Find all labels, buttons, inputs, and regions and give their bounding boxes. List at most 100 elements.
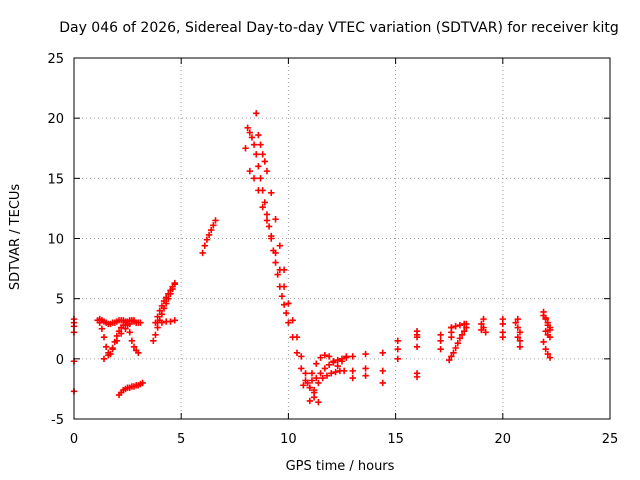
series-rise-4h (150, 279, 178, 344)
data-point (325, 353, 333, 360)
data-point (306, 397, 314, 405)
data-point (379, 349, 386, 357)
data-point (546, 326, 554, 334)
data-point (480, 315, 487, 323)
series-arc-2h-low (115, 379, 146, 399)
series-peak-8h-c (253, 110, 288, 273)
y-tick-label: 10 (47, 233, 64, 248)
y-tick-label: 20 (47, 112, 64, 127)
data-point (343, 354, 350, 361)
data-point (456, 335, 464, 342)
y-tick-label: 25 (47, 52, 64, 67)
data-point (171, 281, 178, 288)
x-tick-label: 5 (177, 432, 185, 447)
data-point (349, 353, 356, 360)
data-point (261, 199, 269, 206)
data-point (328, 370, 335, 377)
data-point (325, 361, 333, 369)
data-point (250, 141, 258, 148)
data-point (298, 365, 305, 372)
data-point (437, 337, 444, 344)
data-point (139, 379, 146, 387)
data-point (317, 354, 324, 361)
data-point (319, 374, 326, 382)
data-point (499, 333, 506, 341)
data-point (208, 226, 215, 234)
x-tick-label: 15 (387, 432, 404, 447)
data-point (321, 365, 329, 372)
data-point (310, 394, 318, 401)
data-point (362, 372, 369, 379)
series-seg-19h (478, 315, 489, 336)
data-point (394, 346, 401, 353)
data-point (167, 287, 174, 294)
data-point (272, 216, 279, 223)
series-peak-8h (244, 124, 318, 396)
data-point (313, 374, 320, 382)
data-point (542, 346, 549, 353)
data-point (126, 320, 133, 328)
y-axis-label: SDTVAR / TECUs (8, 184, 23, 291)
data-point (152, 331, 159, 338)
series-rise-4h-b (152, 281, 178, 326)
data-point (362, 365, 369, 372)
data-point (203, 236, 211, 243)
x-tick-label: 0 (70, 432, 78, 447)
data-point (317, 370, 324, 377)
data-point (544, 350, 552, 358)
data-point (100, 333, 108, 341)
data-point (450, 349, 457, 357)
data-point (514, 315, 522, 323)
data-point (437, 331, 444, 338)
data-point (454, 339, 461, 347)
data-point (313, 360, 320, 367)
data-point (274, 271, 281, 278)
data-point (300, 382, 307, 389)
y-tick-label: 0 (56, 353, 64, 368)
data-point (130, 343, 138, 350)
data-point (250, 175, 258, 182)
data-point (122, 325, 129, 332)
series-arc-1h-c (100, 317, 138, 363)
x-axis: 0 5 10 15 20 25 (70, 58, 618, 447)
data-point (257, 175, 264, 182)
data-point (259, 204, 266, 211)
data-point (461, 327, 468, 335)
data-point (349, 374, 356, 382)
series-seg-17h-b (446, 324, 470, 364)
data-point (304, 379, 311, 387)
data-point (156, 307, 163, 314)
data-point (135, 349, 142, 357)
data-point (130, 317, 138, 324)
series-rise-6h (199, 217, 219, 257)
y-tick-label: 15 (47, 172, 64, 187)
data-point (199, 249, 206, 257)
series-trough-11h (306, 367, 348, 405)
data-point (308, 377, 316, 384)
series-seg-13h (349, 337, 401, 387)
data-points (70, 110, 554, 406)
data-point (293, 349, 301, 357)
y-axis: -5 0 5 10 15 20 25 (47, 52, 610, 428)
data-point (394, 337, 401, 344)
data-point (289, 317, 296, 324)
data-point (154, 313, 161, 320)
data-point (540, 338, 547, 346)
data-point (248, 134, 256, 141)
data-point (516, 343, 524, 350)
data-point (280, 301, 288, 308)
chart-title: Day 046 of 2026, Sidereal Day-to-day VTE… (59, 20, 619, 36)
data-point (109, 344, 116, 352)
data-point (338, 355, 346, 363)
data-point (261, 158, 269, 165)
data-point (255, 131, 262, 139)
data-point (340, 367, 348, 375)
y-tick-label: -5 (51, 413, 64, 428)
data-point (315, 398, 322, 406)
data-point (280, 283, 288, 290)
data-point (259, 151, 266, 158)
data-point (362, 350, 369, 358)
data-point (265, 223, 273, 230)
data-point (413, 343, 421, 350)
